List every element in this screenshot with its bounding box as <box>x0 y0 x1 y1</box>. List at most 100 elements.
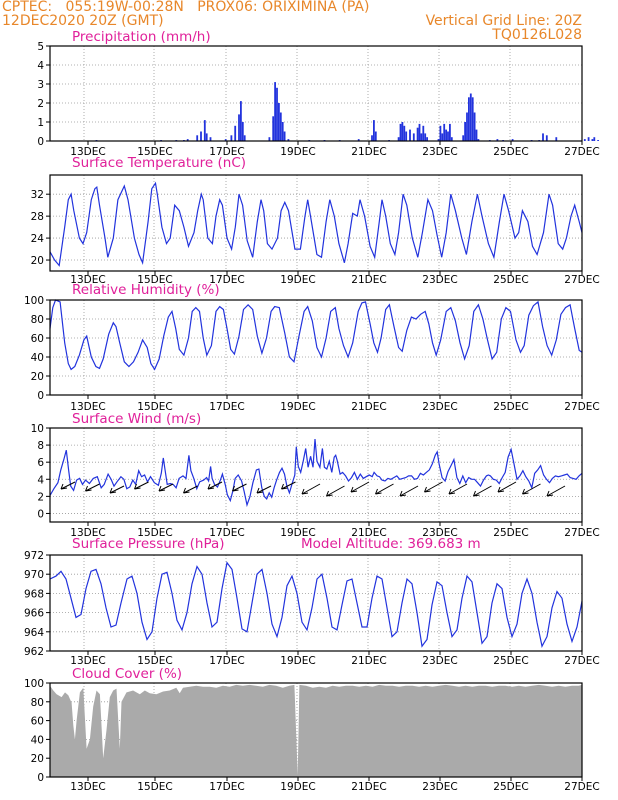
precip-bar <box>475 129 478 141</box>
x-tick-label: 13DEC <box>70 146 105 158</box>
wind-arrow-head <box>183 487 190 494</box>
y-tick-label: 1 <box>37 117 44 129</box>
x-tick-label: 15DEC <box>137 401 172 413</box>
y-tick-label: 970 <box>24 569 44 581</box>
y-tick-label: 962 <box>24 646 44 658</box>
x-tick-label: 17DEC <box>209 655 244 667</box>
precip-bar <box>209 137 212 141</box>
wind-arrow <box>301 483 321 495</box>
wind-arrow-head <box>60 483 68 490</box>
y-tick-label: 968 <box>24 588 44 600</box>
y-tick-label: 966 <box>24 608 44 620</box>
precip-bar <box>441 133 444 141</box>
wind-arrow <box>207 481 223 490</box>
y-tick-label: 28 <box>31 211 44 223</box>
precip-bar <box>593 137 596 141</box>
y-tick-label: 10 <box>31 423 44 435</box>
wind-arrow-head <box>326 490 333 497</box>
y-tick-label: 2 <box>37 491 44 503</box>
wind-arrow <box>350 481 370 493</box>
precip-bar <box>268 137 271 141</box>
x-tick-label: 15DEC <box>137 146 172 158</box>
precip-bar <box>409 129 411 141</box>
wind-arrow-head <box>256 487 264 494</box>
x-tick-label: 15DEC <box>137 781 172 793</box>
y-tick-label: 3 <box>37 79 44 91</box>
station-info: CPTEC: 055:19W-00:28N PROX06: ORIXIMINA … <box>2 0 370 15</box>
precip-bar <box>437 139 440 141</box>
x-tick-label: 25DEC <box>493 146 528 158</box>
precip-bar <box>399 123 402 141</box>
wind-arrow-head <box>522 488 529 495</box>
y-tick-label: 40 <box>31 734 44 746</box>
precip-bar <box>496 139 499 141</box>
y-tick-label: 972 <box>24 550 44 562</box>
x-tick-label: 13DEC <box>70 655 105 667</box>
precip-bar <box>405 131 408 141</box>
precip-bar <box>464 122 466 141</box>
x-tick-label: 27DEC <box>564 781 599 793</box>
forecast-date: 12DEC2020 20Z (GMT) <box>2 13 164 29</box>
precip-bar <box>471 97 474 141</box>
x-tick-label: 21DEC <box>351 401 386 413</box>
panel-frame <box>49 299 583 396</box>
y-tick-label: 32 <box>31 189 44 201</box>
x-tick-label: 13DEC <box>70 781 105 793</box>
wind-arrow-head <box>448 488 456 495</box>
wind-arrow <box>183 485 198 494</box>
x-tick-label: 15DEC <box>137 527 172 539</box>
x-tick-label: 27DEC <box>564 655 599 667</box>
panel-title: Relative Humidity (%) <box>72 282 220 298</box>
x-tick-label: 21DEC <box>351 655 386 667</box>
panel-title: Surface Wind (m/s) <box>72 411 201 427</box>
precip-bar <box>357 139 360 141</box>
x-tick-label: 17DEC <box>209 274 244 286</box>
wind-arrow-head <box>85 485 92 492</box>
precip-bar <box>477 139 480 141</box>
x-tick-label: 21DEC <box>351 146 386 158</box>
vertical-grid-line-note: Vertical Grid Line: 20Z <box>425 13 582 29</box>
precip-bar <box>555 137 558 141</box>
x-tick-label: 23DEC <box>422 146 457 158</box>
x-tick-label: 27DEC <box>564 274 599 286</box>
x-tick-label: 19DEC <box>280 527 315 539</box>
wind-arrow-head <box>134 483 141 490</box>
x-tick-label: 17DEC <box>209 527 244 539</box>
wind-arrow <box>448 483 468 495</box>
x-tick-label: 23DEC <box>422 401 457 413</box>
precip-bar <box>234 125 237 141</box>
panel-title: Cloud Cover (%) <box>72 666 182 682</box>
y-tick-label: 100 <box>24 295 44 307</box>
precip-bar <box>424 133 427 141</box>
y-tick-label: 0 <box>37 508 44 520</box>
precip-bar <box>462 135 465 141</box>
y-tick-label: 80 <box>31 697 44 709</box>
y-tick-label: 5 <box>37 41 44 53</box>
x-tick-label: 21DEC <box>351 781 386 793</box>
panel-5: 0 20 40 60 80 100 13DEC 15DEC 17DEC 19DEC 21DEC 23D… <box>24 666 600 793</box>
precip-bar <box>240 101 242 141</box>
precip-bar <box>287 139 290 141</box>
precip-bar <box>283 131 286 141</box>
precip-bar <box>224 139 227 141</box>
precip-bar <box>401 122 404 141</box>
wind-arrow <box>109 485 125 494</box>
wind-arrow-head <box>424 486 431 493</box>
wind-arrow-head <box>207 483 215 490</box>
x-tick-label: 25DEC <box>493 401 528 413</box>
x-tick-label: 27DEC <box>564 527 599 539</box>
wind-arrow-head <box>546 490 554 497</box>
panel-title: Surface Temperature (nC) <box>72 155 246 171</box>
panel-title: Precipitation (mm/h) <box>72 29 211 45</box>
model-altitude: Model Altitude: 369.683 m <box>301 536 481 552</box>
precip-bar <box>412 133 415 141</box>
panel-0: 0 1 2 3 4 5 13DEC 15DEC 17DEC 19DEC 21DEC 23DEC 25DE… <box>37 29 599 158</box>
y-tick-label: 0 <box>37 772 44 784</box>
y-tick-label: 20 <box>31 371 44 383</box>
precip-bar <box>274 82 276 141</box>
precip-bar <box>238 114 240 141</box>
wind-arrow <box>375 483 394 495</box>
precip-bar <box>542 133 544 141</box>
y-tick-label: 964 <box>24 627 44 639</box>
